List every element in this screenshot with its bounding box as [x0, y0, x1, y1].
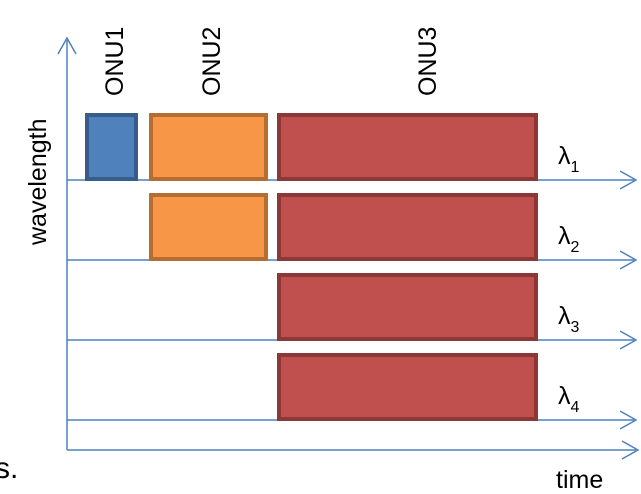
lambda-index-2: 2 [571, 239, 580, 256]
lambda-label-1: λ1 [558, 142, 580, 176]
x-axis-arrowhead [621, 440, 640, 460]
onu3-label: ONU3 [414, 27, 442, 96]
wavelength-line-3-arrowhead [619, 330, 638, 350]
x-axis-label: time [556, 466, 603, 494]
lambda-symbol-4: λ [558, 382, 571, 410]
lambda-index-4: 4 [571, 399, 580, 416]
onu3-block-lambda1 [277, 113, 538, 181]
wavelength-line-4-arrowhead [619, 410, 638, 430]
lambda-label-3: λ3 [558, 302, 580, 336]
onu3-block-lambda2 [277, 193, 538, 261]
wavelength-line-2-arrowhead [619, 250, 638, 270]
lambda-index-1: 1 [571, 159, 580, 176]
y-axis-label: wavelength [24, 119, 52, 246]
onu2-label: ONU2 [198, 27, 226, 96]
lambda-label-2: λ2 [558, 222, 580, 256]
wavelength-line-1-arrowhead [619, 170, 638, 190]
onu3-block-lambda3 [277, 273, 538, 341]
onu1-label: ONU1 [101, 27, 129, 96]
onu1-block-lambda1 [85, 113, 138, 181]
lambda-label-4: λ4 [558, 382, 580, 416]
lambda-symbol-3: λ [558, 302, 571, 330]
onu2-block-lambda1 [149, 113, 268, 181]
clipped-left-text: s. [0, 452, 18, 485]
onu3-block-lambda4 [277, 353, 538, 421]
onu2-block-lambda2 [149, 193, 268, 261]
lambda-index-3: 3 [571, 319, 580, 336]
y-axis-arrowhead [57, 36, 77, 55]
lambda-symbol-2: λ [558, 222, 571, 250]
lambda-symbol-1: λ [558, 142, 571, 170]
